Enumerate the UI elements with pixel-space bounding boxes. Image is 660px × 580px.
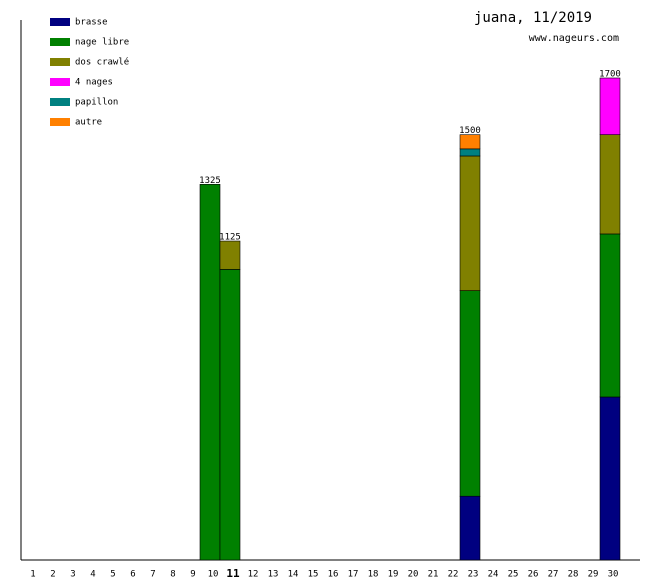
x-tick-label: 7: [150, 570, 155, 580]
x-tick-label: 15: [308, 570, 319, 580]
bar-segment: [459, 155, 481, 291]
x-tick-label: 3: [70, 570, 75, 580]
bar-segment: [599, 77, 621, 136]
total-label: 1500: [459, 126, 481, 136]
legend-swatch: [50, 58, 70, 66]
legend-label: brasse: [75, 18, 108, 28]
x-tick-label: 11: [226, 567, 240, 580]
bar-segment: [459, 148, 481, 157]
chart-title: juana, 11/2019: [474, 10, 592, 26]
x-tick-label: 8: [170, 570, 175, 580]
bar-segment: [219, 240, 241, 270]
legend-label: nage libre: [75, 38, 129, 48]
x-tick-label: 17: [348, 570, 359, 580]
legend-swatch: [50, 38, 70, 46]
legend-swatch: [50, 18, 70, 26]
chart-subtitle: www.nageurs.com: [529, 33, 619, 44]
x-tick-label: 9: [190, 570, 195, 580]
x-tick-label: 14: [288, 570, 299, 580]
x-tick-label: 12: [248, 570, 259, 580]
x-tick-label: 26: [528, 570, 539, 580]
legend-label: 4 nages: [75, 78, 113, 88]
bar-segment: [459, 134, 481, 150]
x-tick-label: 18: [368, 570, 379, 580]
bar-segment: [599, 396, 621, 561]
bar-segment: [199, 184, 221, 561]
bar-segment: [219, 269, 241, 561]
x-tick-label: 6: [130, 570, 135, 580]
x-tick-label: 25: [508, 570, 519, 580]
x-tick-label: 23: [468, 570, 479, 580]
legend-label: papillon: [75, 98, 118, 108]
x-tick-label: 20: [408, 570, 419, 580]
bar-segment: [459, 290, 481, 497]
x-tick-label: 29: [588, 570, 599, 580]
legend-swatch: [50, 98, 70, 106]
legend-label: dos crawlé: [75, 57, 129, 68]
legend-swatch: [50, 78, 70, 86]
total-label: 1700: [599, 70, 621, 80]
total-label: 1125: [219, 233, 241, 243]
x-tick-label: 22: [448, 570, 459, 580]
total-label: 1325: [199, 176, 221, 186]
x-tick-label: 27: [548, 570, 559, 580]
legend-label: autre: [75, 118, 102, 128]
bar-segment: [599, 134, 621, 235]
x-tick-label: 10: [208, 570, 219, 580]
bar-segment: [599, 233, 621, 398]
x-tick-label: 16: [328, 570, 339, 580]
x-tick-label: 30: [608, 570, 619, 580]
legend-swatch: [50, 118, 70, 126]
x-tick-label: 28: [568, 570, 579, 580]
x-tick-label: 1: [30, 570, 35, 580]
x-tick-label: 2: [50, 570, 55, 580]
x-tick-label: 21: [428, 570, 439, 580]
x-tick-label: 4: [90, 570, 95, 580]
x-tick-label: 13: [268, 570, 279, 580]
x-tick-label: 24: [488, 570, 499, 580]
x-tick-label: 5: [110, 570, 115, 580]
x-tick-label: 19: [388, 570, 399, 580]
bar-segment: [459, 495, 481, 561]
